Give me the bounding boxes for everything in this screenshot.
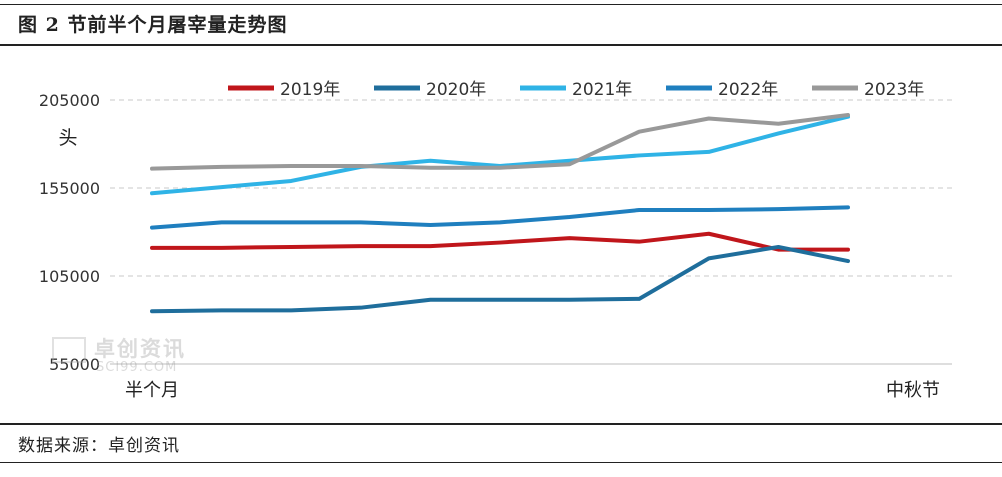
top-rule — [0, 4, 1002, 5]
footer-rule — [0, 462, 1002, 463]
watermark-sub-text: SCI99.COM — [96, 360, 178, 375]
legend: 2019年 2020年 2021年 2022年 2023年 — [228, 80, 924, 100]
legend-label-2020: 2020年 — [426, 80, 486, 100]
x-start-label: 半个月 — [125, 380, 179, 401]
watermark-icon — [52, 337, 86, 363]
watermark-main-text: 卓创资讯 — [94, 337, 186, 361]
x-end-label: 中秋节 — [886, 380, 940, 401]
bottom-rule — [0, 423, 1002, 425]
y-tick-label: 55000 — [49, 355, 100, 374]
series-line-2022 — [150, 205, 850, 230]
series-line-2020 — [150, 244, 850, 314]
y-unit-label: 头 — [58, 127, 77, 149]
y-tick-label: 205000 — [39, 91, 100, 110]
series-line-2019 — [150, 231, 850, 252]
source-note: 数据来源：卓创资讯 — [18, 436, 180, 456]
title-underline — [0, 44, 1002, 46]
series-lines — [150, 112, 850, 314]
series-line-2021 — [150, 114, 850, 196]
legend-label-2019: 2019年 — [280, 80, 340, 100]
legend-label-2021: 2021年 — [572, 80, 632, 100]
series-line-2023 — [150, 112, 850, 171]
watermark-logo: 卓创资讯 SCI99.COM — [52, 333, 186, 375]
legend-label-2023: 2023年 — [864, 80, 924, 100]
y-tick-labels: 55000 105000 155000 205000 — [39, 91, 100, 374]
y-tick-label: 105000 — [39, 267, 100, 286]
y-tick-label: 155000 — [39, 179, 100, 198]
figure-title: 图 2 节前半个月屠宰量走势图 — [18, 14, 288, 36]
legend-label-2022: 2022年 — [718, 80, 778, 100]
